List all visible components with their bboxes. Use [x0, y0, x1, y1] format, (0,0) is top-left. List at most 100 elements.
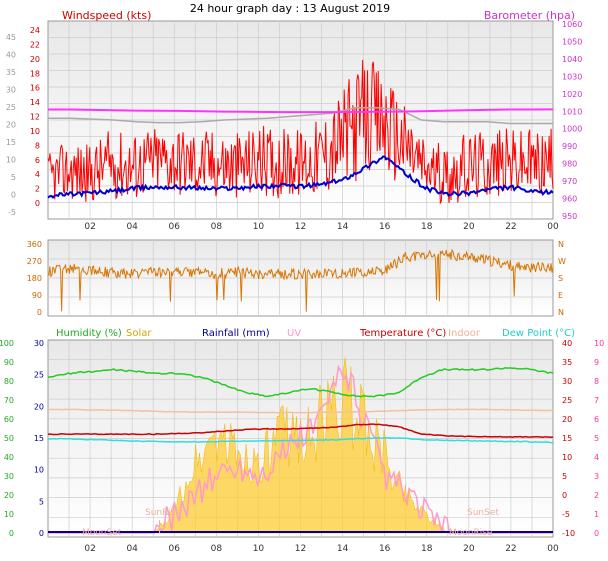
x-tick-label: 00: [547, 222, 559, 232]
axis-tick-label: 0: [9, 529, 14, 538]
x-tick-label: 08: [211, 544, 223, 554]
direction-series: [47, 248, 554, 312]
axis-tick-label: 90: [32, 291, 42, 300]
legend-temperature: Temperature (°C): [359, 328, 446, 339]
axis-tick-label: 50: [4, 434, 14, 443]
axis-tick-label: 2: [35, 185, 40, 194]
legend-uv: UV: [287, 328, 301, 339]
axis-tick-label: 960: [562, 195, 577, 204]
axis-tick-label: 35: [6, 68, 16, 77]
axis-tick-label: 30: [34, 339, 44, 348]
axis-tick-label: 980: [562, 160, 577, 169]
temperature-line: [48, 423, 554, 438]
axis-tick-label: 7: [594, 396, 599, 405]
x-tick-label: 16: [379, 544, 391, 554]
axis-tick-label: 25: [34, 371, 44, 380]
axis-tick-label: 990: [562, 142, 577, 151]
axis-tick-label: 10: [34, 466, 44, 475]
axis-tick-label: 10: [4, 510, 14, 519]
x-tick-label: 22: [505, 544, 516, 554]
axis-tick-label: 35: [562, 358, 572, 367]
indoor-line: [47, 408, 554, 414]
axis-tick-label: 5: [11, 173, 16, 182]
axis-tick-label: 22: [30, 40, 40, 49]
axis-tick-label: 10: [30, 127, 40, 136]
axis-tick-label: 1000: [562, 125, 582, 134]
axis-tick-label: 1050: [562, 37, 582, 46]
average-wind-line: [47, 155, 554, 199]
axis-tick-label: 360: [27, 240, 42, 249]
axis-tick-label: 1060: [562, 20, 582, 29]
axis-tick-label: 8: [594, 377, 599, 386]
annotation-sunset: SunSet: [467, 508, 499, 518]
axis-tick-label: 70: [4, 396, 14, 405]
x-tick-label: 06: [169, 222, 181, 232]
axis-tick-label: 950: [562, 212, 577, 221]
axis-tick-label: N: [558, 240, 564, 249]
x-tick-label: 12: [295, 222, 306, 232]
env-series: [47, 357, 554, 534]
direction-grid: [48, 240, 553, 316]
axis-tick-label: 100: [0, 339, 14, 348]
axis-tick-label: 90: [4, 358, 14, 367]
axis-tick-label: 45: [6, 33, 16, 42]
axis-tick-label: 6: [594, 415, 599, 424]
axis-tick-label: -5: [562, 510, 570, 519]
wind-direction-line: [47, 248, 554, 312]
axis-tick-label: 15: [562, 434, 572, 443]
axis-tick-label: 20: [4, 491, 14, 500]
x-tick-label: 08: [211, 222, 223, 232]
axis-tick-label: 40: [562, 339, 572, 348]
axis-tick-label: S: [558, 274, 563, 283]
axis-tick-label: 4: [35, 170, 40, 179]
axis-tick-label: 5: [39, 497, 44, 506]
x-tick-label: 14: [337, 222, 349, 232]
axis-tick-label: 6: [35, 156, 40, 165]
legend-rainfall: Rainfall (mm): [202, 328, 270, 339]
axis-tick-label: 0: [37, 308, 42, 317]
annotation-moonset: MoonSet: [82, 528, 122, 538]
env-axis-right-temperature: 40 35 30 25 20 15 10 5 0 -5 -10: [562, 339, 575, 538]
axis-tick-label: 40: [6, 51, 16, 60]
axis-tick-label: 0: [594, 529, 599, 538]
env-axis-temperature: 30 25 20 15 10 5 0: [34, 339, 44, 538]
x-tick-label: 22: [505, 222, 516, 232]
axis-tick-label: 5: [594, 434, 599, 443]
axis-tick-label: E: [558, 291, 563, 300]
x-tick-label: 04: [126, 544, 138, 554]
env-annotations: MoonSet SunRise SunSet MoonRise: [82, 508, 499, 538]
axis-tick-label: 5: [562, 472, 567, 481]
axis-tick-label: 1: [594, 510, 599, 519]
barometer-line: [48, 108, 554, 114]
axis-tick-label: 15: [6, 138, 16, 147]
axis-tick-label: 25: [562, 396, 572, 405]
x-tick-label: 20: [463, 222, 475, 232]
axis-tick-label: 9: [594, 358, 599, 367]
axis-tick-label: 1030: [562, 72, 582, 81]
axis-tick-label: -5: [8, 208, 16, 217]
axis-tick-label: 15: [34, 434, 44, 443]
x-tick-label: 18: [421, 544, 433, 554]
env-legend: Humidity (%) Solar Rainfall (mm) UV Temp…: [56, 328, 575, 339]
axis-tick-label: 20: [6, 121, 16, 130]
chart-title: 24 hour graph day : 13 August 2019: [190, 2, 390, 15]
direction-left-ticks: 360 270 180 90 0: [27, 240, 42, 317]
legend-dew-point: Dew Point (°C): [502, 328, 575, 339]
axis-tick-label: 10: [6, 156, 16, 165]
wind-left-ticks-outer: 45 40 35 30 25 20 15 10 5 0 -5: [6, 33, 16, 217]
annotation-moonrise: MoonRise: [449, 528, 493, 538]
windspeed-axis-title: Windspeed (kts): [62, 9, 151, 22]
axis-tick-label: 970: [562, 177, 577, 186]
x-tick-label: 12: [295, 544, 306, 554]
x-tick-label: 04: [126, 222, 138, 232]
axis-tick-label: 18: [30, 69, 40, 78]
dew-point-line: [47, 436, 554, 444]
axis-tick-label: 4: [594, 453, 599, 462]
legend-solar: Solar: [126, 328, 152, 339]
axis-tick-label: N: [558, 308, 564, 317]
axis-tick-label: 1010: [562, 107, 582, 116]
